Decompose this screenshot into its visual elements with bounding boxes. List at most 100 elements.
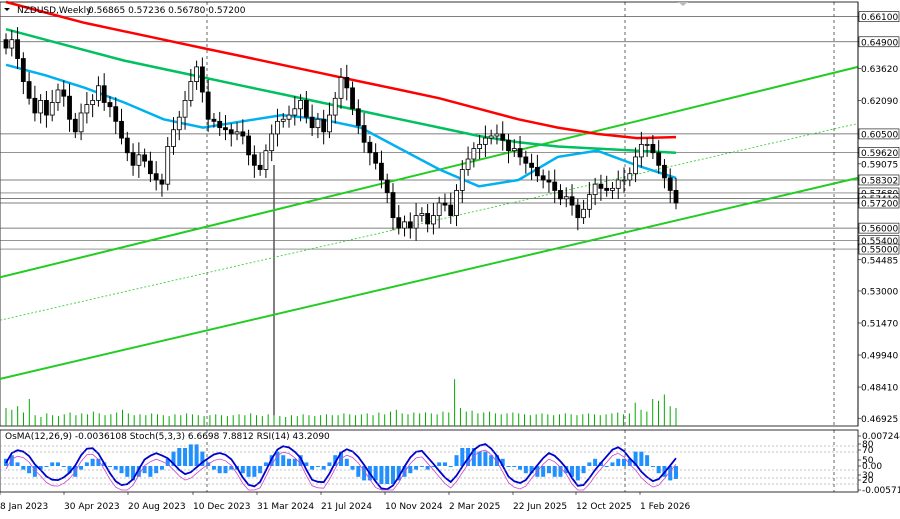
osma-bar — [604, 466, 609, 467]
osma-bar — [188, 444, 193, 466]
indicator-tick-label: 30 — [862, 471, 874, 481]
candle-body — [569, 196, 575, 206]
osma-bar — [154, 466, 159, 474]
osma-bar — [489, 455, 494, 466]
indicator-tick-label: 20 — [862, 476, 874, 486]
candle-body — [534, 167, 540, 177]
osma-bar — [38, 466, 43, 470]
candle-body — [558, 190, 563, 200]
osma-bar — [639, 451, 644, 466]
osma-bar — [113, 466, 118, 470]
candle-body — [9, 39, 15, 49]
osma-bar — [281, 455, 286, 466]
candle-body — [667, 177, 673, 191]
candle-body — [20, 58, 26, 82]
candle-body — [644, 143, 650, 146]
ema50-line — [5, 63, 677, 188]
price-label-box — [858, 11, 900, 22]
price-tick-label: 0.59620 — [861, 149, 898, 159]
candle-body — [511, 148, 517, 152]
candle-body — [309, 116, 315, 129]
candle-body — [269, 133, 275, 152]
osma-bar — [581, 466, 586, 474]
osma-bar — [90, 458, 95, 466]
osma-bar — [506, 466, 511, 467]
osma-bar — [183, 448, 188, 466]
chart-header: NZDUSD,Weekly 0.56865 0.57236 0.56780 0.… — [5, 6, 330, 442]
osma-bar — [344, 458, 349, 466]
candle-body — [194, 66, 200, 82]
candle-body — [263, 150, 269, 170]
price-bars — [3, 27, 679, 241]
osma-bar — [385, 466, 390, 484]
candle-body — [147, 160, 153, 175]
dropdown-triangle-icon — [4, 8, 10, 11]
candle-body — [454, 190, 459, 216]
osma-bar — [148, 466, 153, 477]
osma-bar — [356, 466, 361, 477]
osma-bar — [131, 466, 136, 481]
osma-bar — [263, 462, 268, 466]
osma-bar — [27, 466, 32, 474]
candle-body — [3, 39, 9, 49]
osma-bar — [633, 451, 638, 466]
candle-body — [176, 116, 182, 131]
osma-bar — [211, 466, 216, 470]
candle-body — [286, 114, 292, 120]
candle-body — [159, 179, 165, 185]
price-label-box — [858, 243, 900, 255]
price-tick-label: 0.51470 — [861, 319, 898, 329]
time-tick-label: 30 Apr 2023 — [64, 502, 120, 512]
osma-bar — [79, 466, 84, 470]
osma-bar — [616, 458, 621, 466]
candle-body — [136, 154, 142, 166]
time-tick-label: 1 Feb 2026 — [640, 502, 691, 512]
candle-body — [431, 215, 436, 225]
candle-body — [379, 162, 384, 181]
candle-body — [673, 190, 679, 204]
time-tick-label: 22 Jun 2025 — [513, 502, 567, 512]
price-tick-label: 0.57200 — [861, 200, 898, 210]
candle-body — [344, 76, 350, 89]
candle-body — [367, 141, 373, 154]
candle-body — [540, 175, 546, 181]
time-tick-label: 20 Aug 2023 — [128, 502, 186, 512]
candle-body — [396, 217, 402, 229]
candle-body — [384, 179, 390, 193]
candle-body — [240, 131, 246, 137]
osma-bar — [622, 458, 627, 466]
candle-body — [165, 146, 171, 185]
candle-body — [292, 108, 298, 116]
indicator-label: OsMA(12,26,9) -0.0036108 Stoch(5,3,3) 6.… — [5, 432, 330, 442]
candle-body — [234, 131, 240, 135]
candle-body — [303, 100, 309, 118]
osma-bar — [362, 466, 367, 481]
price-tick-label: 0.49940 — [861, 352, 898, 362]
candle-body — [188, 81, 194, 101]
osma-bar — [252, 466, 257, 477]
candle-body — [413, 215, 419, 229]
candle-body — [610, 187, 615, 191]
symbol-title: NZDUSD,Weekly — [17, 6, 92, 16]
price-label-box — [858, 222, 900, 234]
candle-body — [506, 139, 511, 152]
shift-marker-icon — [678, 2, 688, 6]
ohlc-readout: 0.56865 0.57236 0.56780 0.57200 — [88, 6, 246, 16]
time-tick-label: 8 Jan 2023 — [0, 502, 48, 512]
time-tick-label: 10 Nov 2024 — [385, 502, 443, 512]
candle-body — [477, 143, 483, 149]
osma-bar — [55, 462, 60, 466]
osma-bar — [529, 466, 534, 474]
candle-body — [575, 204, 581, 219]
candle-body — [38, 100, 44, 114]
price-tick-label: 0.46925 — [861, 415, 898, 425]
osma-bar — [275, 451, 280, 466]
candle-body — [15, 39, 20, 59]
osma-bar — [287, 458, 292, 466]
osma-bar — [304, 462, 309, 466]
osma-bar — [298, 455, 303, 466]
candle-body — [650, 143, 656, 154]
osma-bar — [460, 448, 465, 466]
